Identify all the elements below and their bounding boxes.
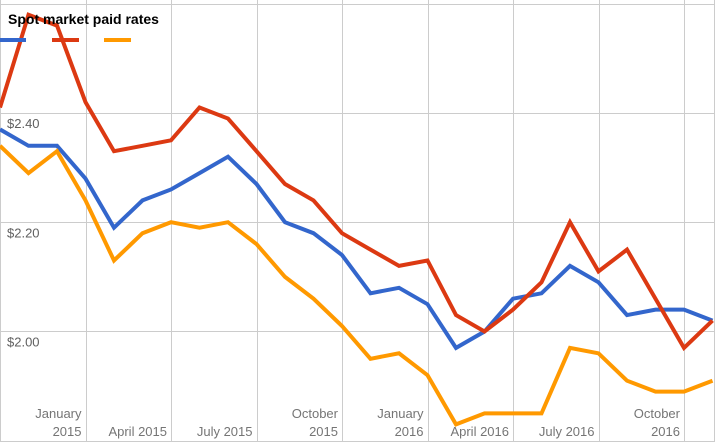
x-axis-label: October xyxy=(292,406,339,421)
chart-title: Spot market paid rates xyxy=(8,11,159,27)
series-lines xyxy=(0,12,714,427)
series-line-red-series[interactable] xyxy=(0,12,714,352)
legend-swatch-red-series[interactable] xyxy=(52,38,79,42)
x-axis-label: April 2016 xyxy=(450,424,509,439)
y-axis-label: $2.00 xyxy=(7,335,40,350)
series-line-blue-series[interactable] xyxy=(0,127,714,351)
axis-labels: $2.40 $2.20 $2.00 January 2015 April 2015 July… xyxy=(7,116,681,439)
series-line-orange-series[interactable] xyxy=(0,144,714,427)
x-axis-label: January xyxy=(35,406,82,421)
y-axis-label: $2.40 xyxy=(7,116,40,131)
x-axis-label: January xyxy=(377,406,424,421)
y-axis-label: $2.20 xyxy=(7,225,40,240)
x-axis-label: 2016 xyxy=(395,424,424,439)
x-axis-label: 2015 xyxy=(53,424,82,439)
x-axis-label: April 2015 xyxy=(108,424,167,439)
legend-swatch-blue-series[interactable] xyxy=(0,38,26,42)
x-axis-label: 2015 xyxy=(309,424,338,439)
x-axis-label: July 2016 xyxy=(539,424,595,439)
x-axis-label: October xyxy=(634,406,681,421)
legend-swatch-orange-series[interactable] xyxy=(104,38,131,42)
x-axis-label: July 2015 xyxy=(197,424,253,439)
x-axis-label: 2016 xyxy=(651,424,680,439)
chart-legend xyxy=(0,38,131,42)
